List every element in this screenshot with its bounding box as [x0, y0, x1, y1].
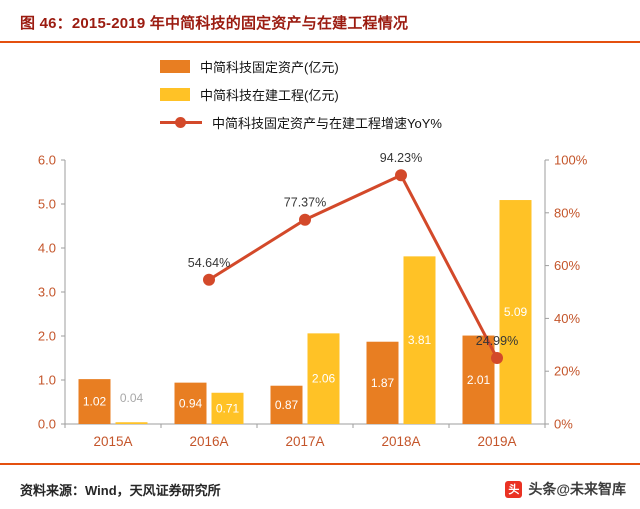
construction-swatch-icon [160, 88, 190, 101]
legend-item-construction: 中简科技在建工程(亿元) [160, 85, 640, 104]
bar-construction [211, 392, 244, 424]
yoy-point-label: 54.64% [188, 256, 230, 270]
bar-value-label: 1.87 [371, 376, 395, 390]
right-axis-tick-label: 60% [554, 258, 580, 273]
x-category-label: 2016A [189, 434, 228, 449]
yoy-point-label: 77.37% [284, 196, 326, 210]
watermark-text: 头条@未来智库 [528, 481, 626, 497]
bar-value-label: 2.01 [467, 373, 491, 387]
footer-rule [0, 463, 640, 465]
bar-value-label: 3.81 [408, 333, 432, 347]
yoy-point-label: 24.99% [476, 334, 518, 348]
bar-construction [115, 422, 148, 424]
watermark: 头 头条@未来智库 [505, 479, 626, 499]
bar-construction [307, 333, 340, 424]
header-rule [0, 41, 640, 43]
source-note: 资料来源：Wind，天风证券研究所 [20, 482, 221, 498]
bar-fixed-assets [462, 335, 495, 424]
bar-value-label: 2.06 [312, 372, 336, 386]
left-axis-tick-label: 2.0 [38, 329, 56, 344]
bar-value-label: 5.09 [504, 305, 528, 319]
yoy-line-point [299, 213, 311, 226]
left-axis-tick-label: 0.0 [38, 417, 56, 432]
right-axis-tick-label: 100% [554, 153, 588, 168]
yoy-line-point [203, 273, 215, 286]
legend-label-construction: 中简科技在建工程(亿元) [200, 88, 339, 103]
right-axis-tick-label: 20% [554, 364, 580, 379]
figure-header: 图 46：2015-2019 年中简科技的固定资产与在建工程情况 [0, 0, 640, 43]
legend-label-yoy: 中简科技固定资产与在建工程增速YoY% [212, 116, 442, 131]
bar-fixed-assets [78, 379, 111, 424]
chart-svg: 0.0 1.0 2.0 3.0 4.0 5.0 6.0 0% 20% 40% 60% 80% 100% 2… [38, 151, 588, 449]
yoy-line-point [491, 352, 503, 365]
bar-value-label: 0.94 [179, 396, 203, 410]
x-category-label: 2019A [477, 434, 516, 449]
fixed-assets-swatch-icon [160, 60, 190, 73]
right-axis-tick-label: 80% [554, 205, 580, 220]
right-axis-tick-label: 0% [554, 417, 573, 432]
chart-legend: 中简科技固定资产(亿元) 中简科技在建工程(亿元) 中简科技固定资产与在建工程增… [160, 57, 640, 132]
left-axis-tick-label: 5.0 [38, 197, 56, 212]
bar-construction [403, 256, 436, 424]
left-axis-tick-label: 3.0 [38, 285, 56, 300]
legend-label-fixed-assets: 中简科技固定资产(亿元) [200, 60, 339, 75]
legend-item-fixed-assets: 中简科技固定资产(亿元) [160, 57, 640, 76]
x-category-label: 2018A [381, 434, 420, 449]
figure-footer: 资料来源：Wind，天风证券研究所 头 头条@未来智库 [20, 479, 626, 499]
yoy-line-swatch-icon [160, 116, 202, 129]
toutiao-logo-icon: 头 [505, 480, 523, 498]
bar-fixed-assets [174, 382, 207, 424]
x-category-label: 2015A [93, 434, 132, 449]
bar-value-label: 0.71 [216, 401, 240, 415]
bar-value-label: 0.87 [275, 398, 299, 412]
left-axis-tick-label: 6.0 [38, 153, 56, 168]
legend-item-yoy: 中简科技固定资产与在建工程增速YoY% [160, 113, 640, 132]
bar-fixed-assets [366, 341, 399, 424]
left-axis-tick-label: 1.0 [38, 373, 56, 388]
bar-fixed-assets [270, 385, 303, 424]
right-axis-tick-label: 40% [554, 311, 580, 326]
yoy-point-label: 94.23% [380, 151, 422, 165]
figure-title: 图 46：2015-2019 年中简科技的固定资产与在建工程情况 [20, 15, 409, 32]
bar-construction [499, 200, 532, 424]
yoy-line-dot [175, 117, 186, 128]
x-category-label: 2017A [285, 434, 324, 449]
yoy-line-point [395, 169, 407, 182]
yoy-line [208, 173, 499, 359]
bar-value-label: 0.04 [120, 391, 144, 405]
bar-value-label: 1.02 [83, 395, 107, 409]
left-axis-tick-label: 4.0 [38, 241, 56, 256]
